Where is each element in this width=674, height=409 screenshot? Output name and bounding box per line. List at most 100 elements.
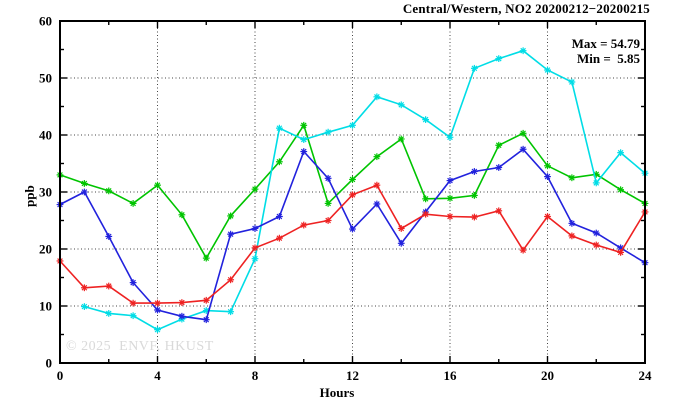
data-point-marker xyxy=(617,186,624,193)
data-point-marker xyxy=(325,175,331,182)
data-point-marker xyxy=(325,129,331,135)
blue-line-marker xyxy=(154,306,161,314)
data-point-marker xyxy=(495,207,502,214)
blue-line-marker xyxy=(178,312,186,320)
green-line-marker xyxy=(202,254,210,262)
green-line-marker xyxy=(495,141,503,149)
data-point-marker xyxy=(81,303,88,310)
red-line-marker xyxy=(373,181,381,189)
watermark-text: © 2025 ENVF, HKUST xyxy=(66,339,214,354)
data-point-marker xyxy=(130,279,136,286)
green-line-marker xyxy=(519,129,527,137)
green-line-marker xyxy=(324,200,332,207)
data-point-marker xyxy=(617,245,624,251)
blue-line-marker xyxy=(568,219,576,227)
data-point-marker xyxy=(252,225,258,232)
blue-line-marker xyxy=(227,230,235,238)
data-point-marker xyxy=(252,255,258,262)
data-point-marker xyxy=(179,313,185,320)
blue-line-marker xyxy=(275,213,283,220)
data-point-marker xyxy=(447,134,453,141)
green-line-marker xyxy=(251,185,259,193)
data-point-marker xyxy=(203,255,210,261)
y-tick-label: 30 xyxy=(39,185,52,200)
green-line-marker xyxy=(105,187,113,195)
y-tick-label: 10 xyxy=(39,299,52,314)
cyan-line-marker xyxy=(446,133,454,141)
data-point-marker xyxy=(105,188,112,194)
data-point-marker xyxy=(105,310,112,317)
data-point-marker xyxy=(300,136,307,143)
data-point-marker xyxy=(495,142,502,149)
cyan-line-marker xyxy=(373,93,381,101)
green-line-marker xyxy=(617,186,625,194)
blue-line-marker xyxy=(373,200,381,208)
data-point-marker xyxy=(544,67,551,73)
cyan-line-marker xyxy=(275,124,283,132)
data-point-marker xyxy=(154,300,161,306)
data-point-marker xyxy=(617,149,624,156)
cyan-line xyxy=(84,49,646,331)
y-tick-label: 40 xyxy=(39,128,52,143)
data-point-marker xyxy=(374,201,380,207)
data-point-marker xyxy=(374,93,380,100)
data-point-marker xyxy=(349,192,356,198)
data-point-marker xyxy=(520,146,526,153)
data-point-marker xyxy=(495,55,502,62)
red-line-marker xyxy=(105,282,113,290)
data-point-marker xyxy=(422,116,429,123)
data-point-marker xyxy=(203,297,210,304)
data-point-marker xyxy=(471,168,478,175)
data-point-marker xyxy=(276,158,283,165)
data-point-marker xyxy=(349,122,356,129)
cyan-line-marker xyxy=(397,101,405,109)
blue-line-marker xyxy=(519,145,527,153)
green-line-marker xyxy=(227,212,235,220)
data-point-marker xyxy=(300,122,307,129)
data-point-marker xyxy=(471,65,478,72)
cyan-line-marker xyxy=(568,78,576,86)
blue-line-marker xyxy=(300,148,308,155)
cyan-line-marker xyxy=(422,116,430,124)
data-point-marker xyxy=(520,247,526,253)
blue-line-marker xyxy=(80,188,88,196)
red-line-marker xyxy=(178,299,186,306)
red-line-marker xyxy=(202,296,210,304)
red-line-marker xyxy=(568,232,576,240)
data-point-marker xyxy=(227,231,234,238)
green-line-marker xyxy=(154,181,161,189)
blue-line-marker xyxy=(446,177,454,184)
chart-title: Central/Western, NO2 20200212−20200215 xyxy=(402,1,650,16)
x-tick-label: 20 xyxy=(541,368,554,383)
data-point-marker xyxy=(544,162,551,169)
data-point-marker xyxy=(544,173,551,180)
red-line-marker xyxy=(324,217,332,224)
data-point-marker xyxy=(617,249,624,256)
data-point-marker xyxy=(349,176,356,183)
red-line-marker xyxy=(592,241,600,249)
green-line-marker xyxy=(568,174,576,182)
data-point-marker xyxy=(569,220,575,227)
green-line-marker xyxy=(422,195,430,203)
cyan-line-marker xyxy=(324,128,332,136)
data-point-marker xyxy=(105,283,112,289)
red-line-marker xyxy=(300,221,308,229)
cyan-line-marker xyxy=(80,303,88,310)
data-point-marker xyxy=(227,213,234,219)
x-tick-label: 0 xyxy=(57,368,64,383)
data-point-marker xyxy=(325,217,331,224)
data-point-marker xyxy=(179,299,185,306)
plot-border xyxy=(59,20,646,364)
red-line-marker xyxy=(397,225,405,232)
data-point-marker xyxy=(81,284,88,291)
red-line-marker xyxy=(251,244,259,252)
green-line-marker xyxy=(300,121,308,129)
green-line-marker xyxy=(470,192,478,199)
red-line-marker xyxy=(80,284,88,292)
red-line-marker xyxy=(495,207,503,215)
data-point-marker xyxy=(422,196,429,202)
data-point-marker xyxy=(300,222,307,228)
x-axis-label: Hours xyxy=(319,385,355,400)
